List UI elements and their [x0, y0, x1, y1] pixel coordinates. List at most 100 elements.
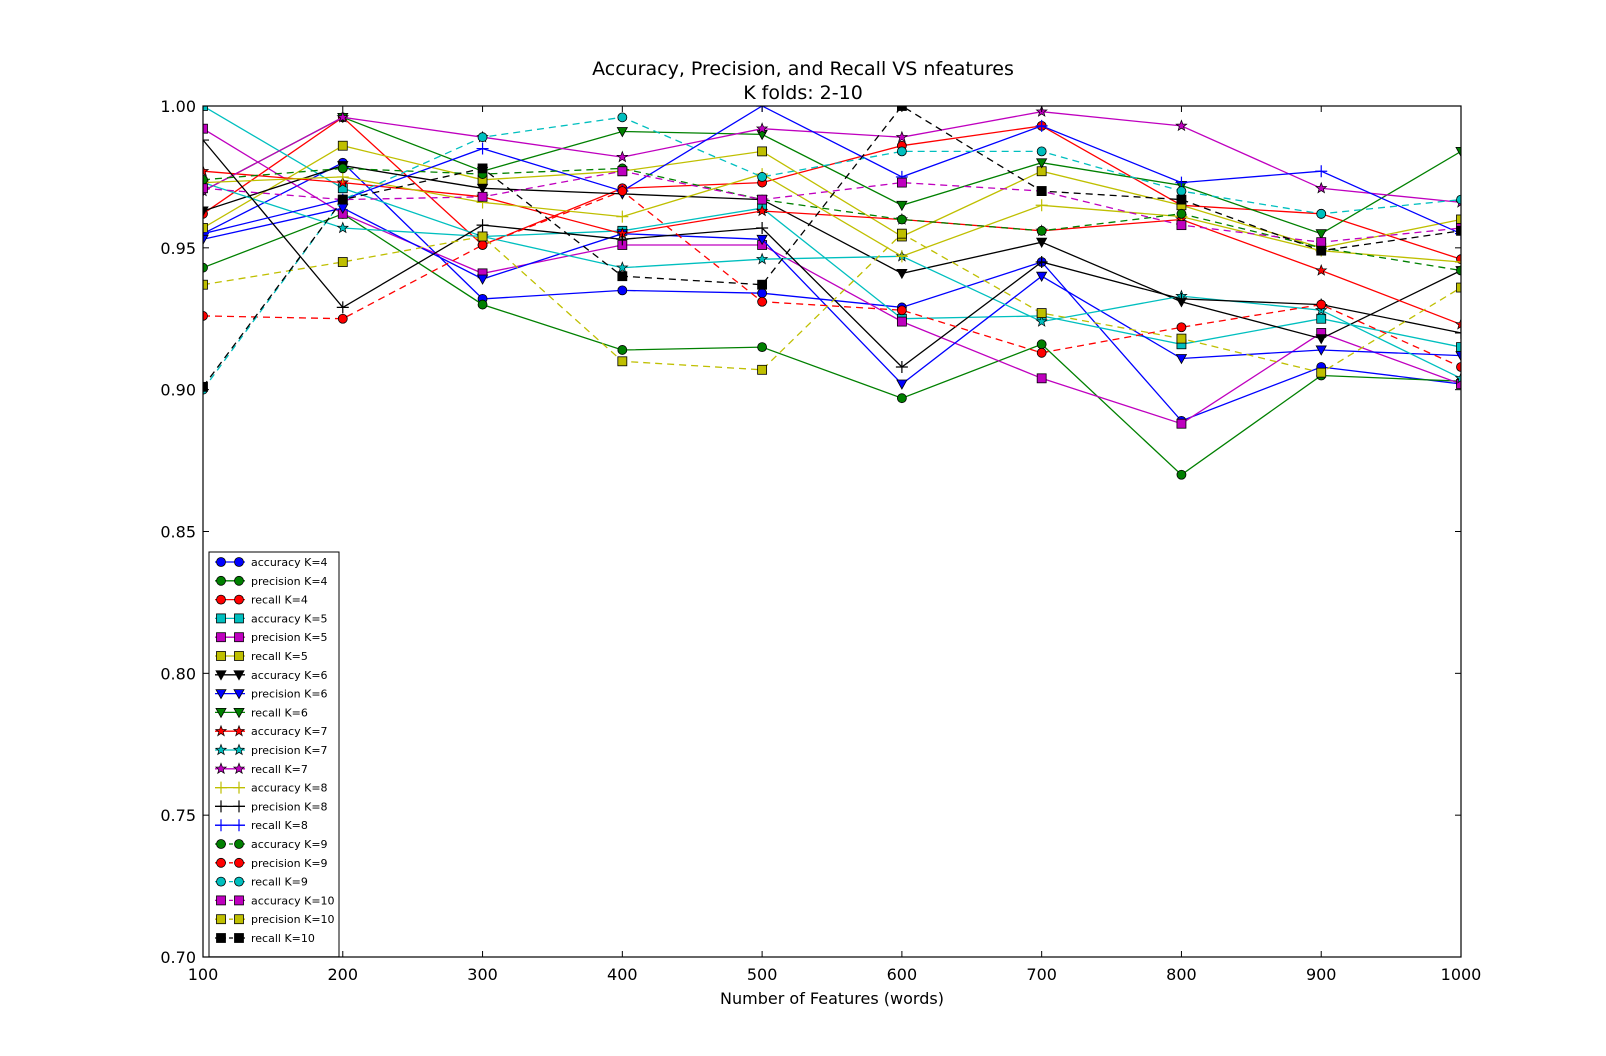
legend-marker: [216, 557, 226, 567]
data-point: [1315, 264, 1328, 276]
series-line: [203, 106, 1461, 235]
x-tick-label: 200: [328, 965, 359, 984]
data-point: [1035, 271, 1048, 283]
legend-marker: [233, 689, 245, 700]
legend-marker: [232, 762, 246, 775]
data-point: [1176, 322, 1187, 333]
data-point: [616, 261, 629, 273]
data-point: [757, 364, 768, 375]
y-tick-label: 0.90: [160, 381, 196, 400]
series-line: [203, 164, 1461, 340]
data-point: [1035, 199, 1048, 212]
legend-box: [208, 551, 340, 958]
data-point: [1315, 229, 1327, 240]
legend-marker: [216, 914, 226, 925]
data-point: [755, 122, 769, 134]
data-point: [1456, 214, 1461, 225]
legend-marker: [215, 689, 227, 700]
legend-marker: [234, 914, 244, 925]
data-point: [203, 381, 208, 392]
data-point: [203, 164, 210, 177]
chart-title: Accuracy, Precision, and Recall VS nfeat…: [592, 58, 1014, 80]
series-line: [203, 161, 1461, 422]
legend-marker: [233, 708, 245, 719]
data-point: [617, 356, 628, 367]
legend-label: precision K=9: [251, 857, 328, 870]
data-point: [203, 174, 208, 185]
data-point: [203, 311, 208, 321]
data-point: [1176, 469, 1187, 480]
legend-marker: [232, 724, 246, 737]
data-point: [1175, 119, 1188, 132]
data-point: [477, 163, 488, 174]
data-point: [896, 268, 908, 280]
series-line: [203, 213, 1461, 476]
data-point: [896, 393, 907, 404]
series-line: [203, 116, 1461, 235]
legend-marker: [216, 876, 226, 887]
data-point: [616, 127, 629, 138]
data-point: [1456, 342, 1461, 353]
legend-marker: [215, 800, 227, 813]
data-point: [1175, 292, 1188, 305]
data-point: [1035, 119, 1048, 132]
data-point: [756, 234, 768, 246]
legend-marker: [234, 594, 244, 605]
data-point: [896, 379, 908, 390]
y-tick-label: 0.80: [160, 664, 196, 683]
data-point: [895, 360, 908, 373]
data-point: [337, 313, 348, 324]
series-line: [203, 145, 1461, 249]
legend-label: precision K=5: [251, 631, 328, 644]
data-point: [756, 221, 769, 234]
data-point: [1456, 379, 1461, 389]
data-point: [896, 316, 907, 327]
data-point: [336, 110, 349, 123]
data-point: [757, 342, 768, 353]
y-tick-label: 0.85: [160, 523, 196, 542]
legend-marker: [214, 743, 228, 756]
data-point: [1456, 265, 1461, 276]
legend-label: recall K=10: [251, 932, 315, 945]
data-point: [617, 271, 628, 282]
x-tick-label: 400: [607, 965, 638, 984]
data-point: [476, 219, 489, 232]
series-line: [203, 139, 1461, 368]
data-point: [1316, 208, 1327, 219]
data-point: [1035, 315, 1048, 327]
legend-label: recall K=8: [251, 819, 308, 832]
data-point: [1176, 418, 1187, 429]
axis-ticks: 100 200 300 400 500 600 700 800 900 1000 0.70 0.75 0…: [160, 97, 1481, 984]
data-point: [203, 227, 209, 240]
data-point: [1456, 194, 1461, 205]
legend-label: precision K=6: [251, 688, 328, 701]
legend-marker: [216, 839, 226, 849]
legend-marker: [214, 762, 228, 775]
legend-marker: [234, 575, 244, 586]
data-point: [616, 210, 629, 223]
legend-marker: [233, 819, 245, 832]
data-point: [1176, 220, 1187, 231]
x-tick-label: 700: [1026, 965, 1057, 984]
data-point: [896, 200, 908, 212]
data-point: [203, 176, 209, 189]
x-axis-label: Number of Features (words): [720, 989, 944, 1008]
series-line: [203, 207, 1461, 385]
series-precision-k-10: [203, 228, 1461, 378]
legend-marker: [233, 800, 245, 813]
x-tick-label: 500: [747, 965, 778, 984]
data-point: [617, 186, 628, 197]
data-point: [757, 172, 768, 182]
data-point: [337, 163, 348, 174]
legend-marker: [233, 781, 245, 794]
series-line: [203, 106, 1461, 348]
series-group: [203, 106, 1461, 480]
data-point: [203, 223, 208, 233]
legend-marker: [234, 651, 244, 661]
chart-subtitle: K folds: 2-10: [743, 82, 863, 104]
legend-marker: [216, 857, 226, 868]
data-point: [1315, 165, 1328, 178]
data-point: [336, 301, 349, 314]
data-point: [757, 288, 768, 299]
data-point: [1456, 225, 1461, 236]
